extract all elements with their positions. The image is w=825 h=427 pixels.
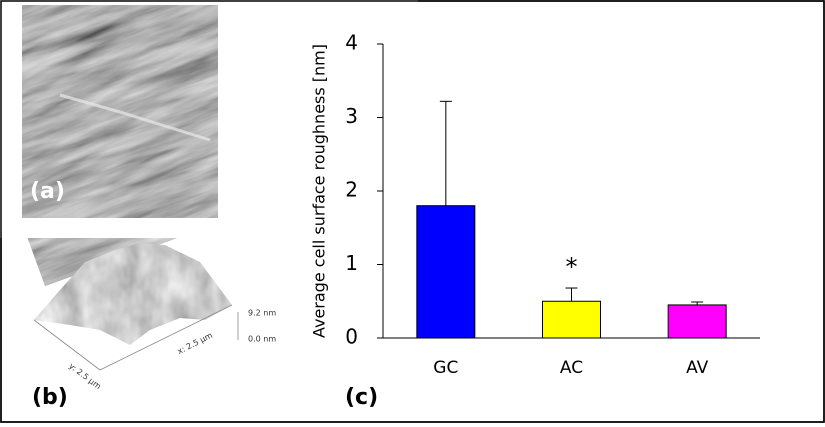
y-tick-label: 4 [345,31,358,55]
y-tick-label: 3 [345,104,358,128]
bar [542,300,601,339]
y-tick-label: 2 [345,178,358,202]
panel-c: (c) Average cell surface roughness [nm] … [310,31,760,410]
annotation: * [566,253,578,281]
z-min-label: 0.0 nm [248,335,276,344]
y-tick-label: 1 [345,251,358,275]
x-tick-label: GC [433,358,458,378]
panel-label: (a) [30,179,65,204]
bar [416,205,476,339]
x-tick-label: AV [686,358,709,378]
bar [667,304,727,339]
y-tick-label: 0 [345,325,358,349]
y-axis-title: Average cell surface roughness [nm] [310,44,329,338]
panel-label: (c) [345,385,378,410]
z-max-label: 9.2 nm [248,309,276,318]
x-tick-label: AC [560,358,583,378]
panel-label: (b) [32,385,68,410]
